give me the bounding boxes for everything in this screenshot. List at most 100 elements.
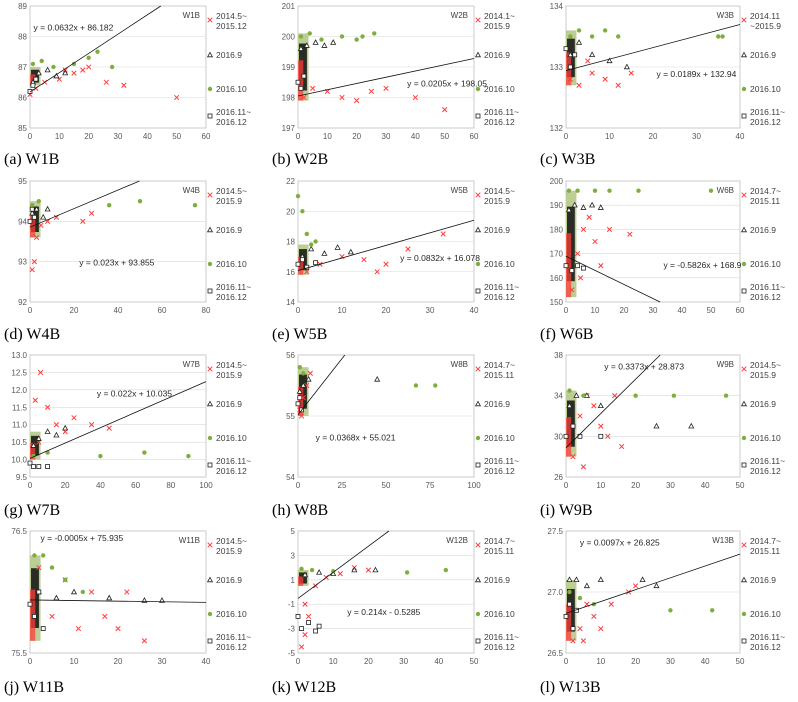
data-point xyxy=(297,365,302,370)
legend-marker xyxy=(475,611,481,617)
data-point xyxy=(107,203,112,208)
data-point xyxy=(53,431,60,438)
trendline xyxy=(29,381,207,459)
data-point xyxy=(44,218,51,224)
legend-label: 2016.10 xyxy=(484,609,515,619)
data-point xyxy=(88,422,95,428)
x-tick-label: 40 xyxy=(701,481,710,490)
data-point xyxy=(383,261,389,267)
legend-marker xyxy=(206,226,214,233)
data-point xyxy=(80,218,86,224)
panel-caption: (f) W6B xyxy=(540,326,593,343)
data-point xyxy=(567,76,574,82)
data-point xyxy=(339,34,345,39)
data-point xyxy=(44,404,51,410)
data-point xyxy=(372,31,377,36)
x-tick-label: 10 xyxy=(70,657,79,666)
data-point xyxy=(580,638,587,644)
y-tick-label: 38 xyxy=(554,351,563,360)
x-tick-label: 30 xyxy=(649,306,658,315)
trendline-equation: y = 0.022x + 10.035 xyxy=(97,388,172,398)
data-point xyxy=(27,460,33,466)
data-point xyxy=(30,203,35,208)
data-point xyxy=(312,39,319,45)
legend: 2014.1~ 2015.9 2016.9 2016.10 2016.11~ 2016.1… xyxy=(474,11,519,127)
y-tick-label: 12.5 xyxy=(11,368,27,377)
data-point xyxy=(351,566,358,573)
legend-label: 2016.9 xyxy=(484,225,510,235)
data-point xyxy=(623,63,630,70)
data-point xyxy=(337,571,343,577)
legend-marker xyxy=(740,576,748,583)
data-point xyxy=(297,45,305,51)
x-tick-label: 0 xyxy=(564,657,569,666)
x-tick-label: 40 xyxy=(202,657,211,666)
x-tick-label: 50 xyxy=(382,481,391,490)
data-point xyxy=(95,49,100,54)
data-point xyxy=(301,571,309,578)
legend-label: 2016.10 xyxy=(484,259,515,269)
legend-label: 2016.11~ 2016.12 xyxy=(484,107,519,127)
data-point xyxy=(75,625,82,632)
y-tick-label: 30 xyxy=(554,432,563,441)
legend-marker xyxy=(207,17,213,23)
legend-label: 2016.10 xyxy=(750,84,781,94)
data-point xyxy=(299,566,304,572)
data-point xyxy=(585,58,591,64)
trendline-equation: y = 0.3373x + 28.873 xyxy=(604,362,684,372)
data-point xyxy=(319,37,324,42)
scatter-panel-w5b: 14 16 18 20 22 0 10 20 30 40 y = 0.0832x + 16.078 W… xyxy=(272,177,519,343)
trendline xyxy=(29,599,207,603)
data-point xyxy=(321,250,328,256)
data-point xyxy=(299,626,304,631)
legend-label: 2016.10 xyxy=(484,433,515,443)
y-tick-label: 132 xyxy=(550,124,564,133)
y-tick-label: -3 xyxy=(288,625,296,634)
y-tick-label: 5 xyxy=(291,527,296,536)
data-point xyxy=(321,42,328,48)
x-tick-label: 40 xyxy=(678,306,687,315)
data-point xyxy=(305,375,312,382)
data-point xyxy=(298,644,305,650)
legend-label: 2016.9 xyxy=(216,50,242,60)
data-point xyxy=(313,260,319,266)
scatter-panel-w7b: 9.5 10.0 10.5 11.0 11.5 12.0 12.5 13.0 0 20 40 60 80… xyxy=(4,351,251,519)
x-tick-label: 20 xyxy=(114,657,123,666)
x-tick-label: 30 xyxy=(666,481,675,490)
scatter-panel-w8b: 54 55 56 0 25 50 75 100 y = 0.0368x + 55.021 W8B 2… xyxy=(272,351,519,519)
x-tick-label: 50 xyxy=(470,657,479,666)
data-point xyxy=(567,388,572,393)
data-point xyxy=(306,620,311,625)
trendline xyxy=(29,180,140,228)
x-tick-label: 40 xyxy=(434,657,443,666)
x-tick-label: 30 xyxy=(382,132,391,141)
data-point xyxy=(569,268,575,273)
data-point xyxy=(27,89,33,94)
x-tick-label: 40 xyxy=(736,132,745,141)
data-point xyxy=(71,61,77,67)
legend-marker xyxy=(474,51,482,58)
data-point xyxy=(192,203,198,208)
data-point xyxy=(608,601,614,607)
y-tick-label: 13.0 xyxy=(11,351,27,360)
panel-title: W2B xyxy=(451,11,468,20)
legend: 2014.7~ 2015.11 2016.9 2016.10 2016.11~ 2016.… xyxy=(740,186,785,302)
data-point xyxy=(30,61,36,67)
x-tick-label: 60 xyxy=(470,132,479,141)
data-point xyxy=(570,626,576,631)
data-point xyxy=(566,188,572,193)
data-point xyxy=(109,64,115,70)
y-tick-label: 201 xyxy=(282,2,296,11)
legend: 2014.11 ~2015.9 2016.9 2016.10 2016.11~ 2016.… xyxy=(740,11,785,127)
x-tick-label: 50 xyxy=(707,306,716,315)
data-point xyxy=(37,369,44,376)
x-tick-label: 20 xyxy=(352,132,361,141)
x-tick-label: 100 xyxy=(199,481,213,490)
legend-marker xyxy=(740,226,748,233)
legend-label: 2016.9 xyxy=(484,399,510,409)
y-tick-label: 10.0 xyxy=(11,456,27,465)
legend-label: 2016.11~ 2016.12 xyxy=(750,282,785,302)
legend-marker xyxy=(207,611,213,617)
trendline xyxy=(565,553,741,614)
data-point xyxy=(298,413,305,419)
